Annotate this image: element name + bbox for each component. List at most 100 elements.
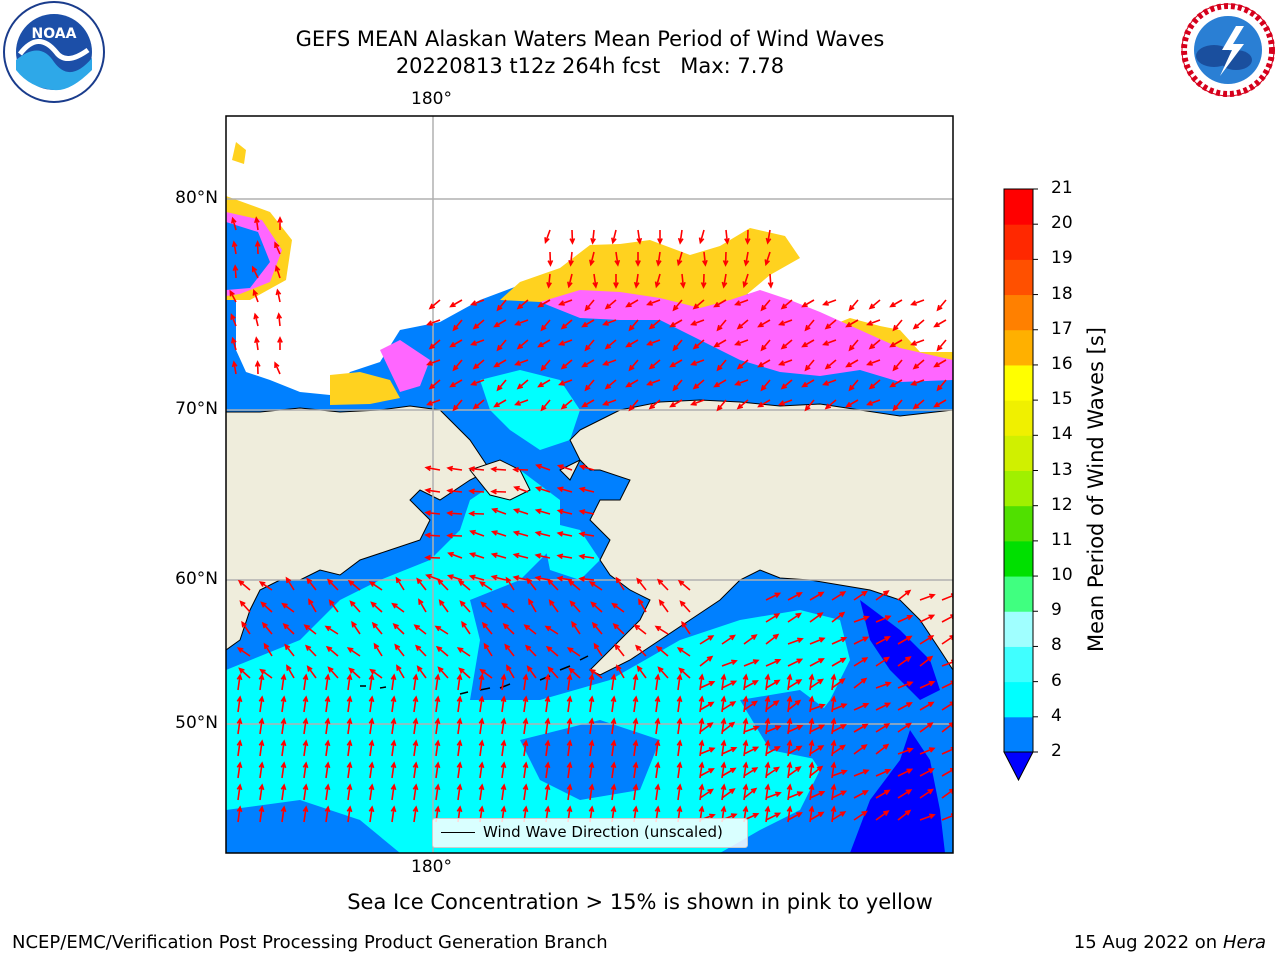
wave-direction-arrow xyxy=(452,359,463,372)
wave-direction-arrow xyxy=(472,319,485,330)
wave-direction-arrow xyxy=(556,508,573,515)
wave-direction-arrow xyxy=(578,553,595,560)
wave-direction-arrow xyxy=(912,399,925,410)
wave-direction-arrow xyxy=(446,574,463,581)
wave-direction-arrow xyxy=(765,613,781,623)
wave-direction-arrow xyxy=(721,701,737,711)
wave-direction-arrow xyxy=(324,673,331,691)
colorbar-extend-min xyxy=(1003,751,1034,782)
wave-direction-arrow xyxy=(628,399,639,412)
wave-direction-arrow xyxy=(678,667,691,679)
wave-direction-arrow xyxy=(658,599,669,613)
wave-direction-arrow xyxy=(848,339,859,352)
wave-direction-arrow xyxy=(437,666,449,679)
wave-direction-arrow xyxy=(478,695,485,713)
wave-direction-arrow xyxy=(692,299,705,310)
wave-direction-arrow xyxy=(569,229,576,245)
wave-direction-arrow xyxy=(478,739,485,757)
wave-direction-arrow xyxy=(590,229,596,245)
colorbar xyxy=(1003,188,1038,782)
wave-direction-arrow xyxy=(611,229,617,245)
wave-direction-arrow xyxy=(778,319,793,326)
wave-direction-arrow xyxy=(765,812,782,821)
wave-direction-arrow xyxy=(721,680,738,689)
wave-direction-arrow xyxy=(588,739,595,757)
wave-direction-arrow xyxy=(578,576,595,582)
wave-direction-arrow xyxy=(346,673,353,691)
wave-direction-arrow xyxy=(258,695,265,713)
colorbar-tick-label: 6 xyxy=(1051,670,1062,691)
wave-direction-arrow xyxy=(610,717,617,735)
wave-direction-arrow xyxy=(545,645,559,657)
wave-direction-arrow xyxy=(490,466,507,473)
wave-direction-arrow xyxy=(787,679,803,689)
wave-direction-arrow xyxy=(866,399,881,406)
wave-direction-arrow xyxy=(765,746,781,755)
wave-direction-arrow xyxy=(765,766,780,777)
wave-direction-arrow xyxy=(699,635,715,645)
wave-direction-arrow xyxy=(368,695,375,713)
wave-direction-arrow xyxy=(831,678,846,689)
wave-direction-arrow xyxy=(390,717,397,735)
wave-direction-arrow xyxy=(236,647,251,657)
wave-direction-arrow xyxy=(676,739,683,757)
wave-direction-arrow xyxy=(875,743,890,755)
wave-direction-arrow xyxy=(478,717,485,735)
colorbar-label: Mean Period of Wind Waves [s] xyxy=(1084,327,1108,652)
wave-direction-arrow xyxy=(721,767,737,777)
sea-ice-pink xyxy=(540,290,953,382)
wave-direction-arrow xyxy=(831,724,847,733)
wave-direction-arrow xyxy=(303,624,317,635)
wave-direction-arrow xyxy=(593,642,603,657)
wave-direction-arrow xyxy=(524,644,537,657)
wave-direction-arrow xyxy=(933,399,947,408)
wave-direction-arrow xyxy=(251,265,259,279)
wave-direction-arrow xyxy=(941,614,953,623)
wave-direction-arrow xyxy=(912,319,925,330)
wave-direction-arrow xyxy=(853,769,870,777)
wave-direction-arrow xyxy=(614,251,621,267)
colorbar-tick-label: 20 xyxy=(1051,213,1073,234)
credit-line: NCEP/EMC/Verification Post Processing Pr… xyxy=(12,932,608,953)
wave-direction-arrow xyxy=(767,273,774,289)
wave-direction-arrow xyxy=(390,739,397,757)
wave-direction-arrow xyxy=(581,319,595,328)
wave-direction-arrow xyxy=(544,695,551,713)
wave-direction-arrow xyxy=(512,530,529,537)
wave-direction-arrow xyxy=(919,722,934,733)
wave-direction-arrow xyxy=(302,739,309,757)
wave-direction-arrow xyxy=(395,576,405,591)
wave-direction-arrow xyxy=(636,665,647,679)
wave-direction-arrow xyxy=(280,739,287,757)
wave-direction-arrow xyxy=(456,647,471,657)
colorbar-tick-label: 10 xyxy=(1051,565,1073,586)
wave-direction-arrow xyxy=(306,665,317,679)
wave-direction-arrow xyxy=(677,229,684,245)
wave-direction-arrow xyxy=(540,359,551,372)
wave-direction-arrow xyxy=(831,744,846,755)
wave-direction-arrow xyxy=(602,319,617,326)
wave-direction-arrow xyxy=(434,673,441,691)
wave-direction-arrow xyxy=(280,717,287,735)
wave-direction-arrow xyxy=(933,359,947,368)
wave-direction-arrow xyxy=(346,717,353,735)
wave-direction-arrow xyxy=(490,488,507,495)
wave-direction-arrow xyxy=(919,655,934,667)
wave-direction-arrow xyxy=(390,695,397,713)
wave-direction-arrow xyxy=(610,761,617,779)
wave-direction-arrow xyxy=(461,620,471,635)
wave-direction-arrow xyxy=(546,273,552,289)
wave-direction-arrow xyxy=(736,359,749,370)
sea-ice-note: Sea Ice Concentration > 15% is shown in … xyxy=(347,890,933,914)
wave-direction-arrow xyxy=(285,576,295,591)
lat-label-80: 80°N xyxy=(175,188,218,208)
wave-direction-arrow xyxy=(676,647,691,657)
wave-direction-arrow xyxy=(567,273,573,289)
wave-direction-arrow xyxy=(610,783,617,801)
wave-direction-arrow xyxy=(889,299,903,308)
wave-direction-arrow xyxy=(468,488,485,495)
wave-direction-arrow xyxy=(302,717,309,735)
wave-direction-arrow xyxy=(412,673,419,691)
wave-direction-arrow xyxy=(348,667,361,679)
colorbar-tick-label: 9 xyxy=(1051,600,1062,621)
